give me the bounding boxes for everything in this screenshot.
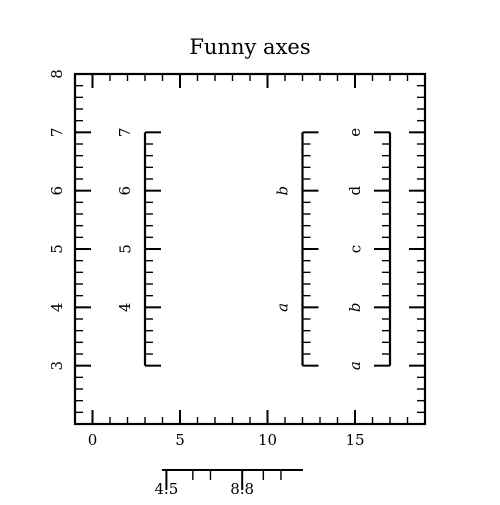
- inner-tick-label: a: [346, 361, 364, 370]
- inner-tick-label: c: [346, 245, 364, 253]
- y-tick-label: 5: [48, 244, 66, 254]
- x-tick-label: 10: [258, 431, 277, 449]
- chart-title: Funny axes: [189, 35, 310, 59]
- numeric-axis: 4 5 6 7: [116, 128, 161, 367]
- inner-tick-label: 5: [116, 244, 134, 254]
- x-tick-label: 15: [345, 431, 364, 449]
- y-tick-label: 7: [48, 128, 66, 138]
- letter-axis: a b c d e: [346, 128, 392, 370]
- ticks-layer: 0 5 10 15 3 4 5 6 7 8: [48, 69, 425, 449]
- inner-tick-label: 4: [116, 303, 134, 313]
- y-tick-label: 3: [48, 361, 66, 371]
- inner-tick-label: 6: [116, 186, 134, 196]
- y-tick-label: 8: [48, 69, 66, 79]
- inner-tick-label: a: [274, 303, 292, 312]
- inner-tick-label: 7: [116, 128, 134, 138]
- y-tick-label: 6: [48, 186, 66, 196]
- inner-tick-label: d: [346, 185, 364, 195]
- italic-axis: ab: [274, 131, 319, 367]
- x-tick-label: 5: [175, 431, 185, 449]
- inner-tick-label: e: [346, 128, 364, 137]
- bottom-tick-label: 8.8: [230, 480, 254, 498]
- bottom-axis-layer: 4.5 8.8: [154, 469, 303, 498]
- y-tick-label: 4: [48, 303, 66, 313]
- bottom-tick-label: 4.5: [154, 480, 178, 498]
- inner-tick-label: b: [346, 303, 364, 313]
- x-tick-label: 0: [88, 431, 98, 449]
- inner-tick-label: b: [274, 186, 292, 196]
